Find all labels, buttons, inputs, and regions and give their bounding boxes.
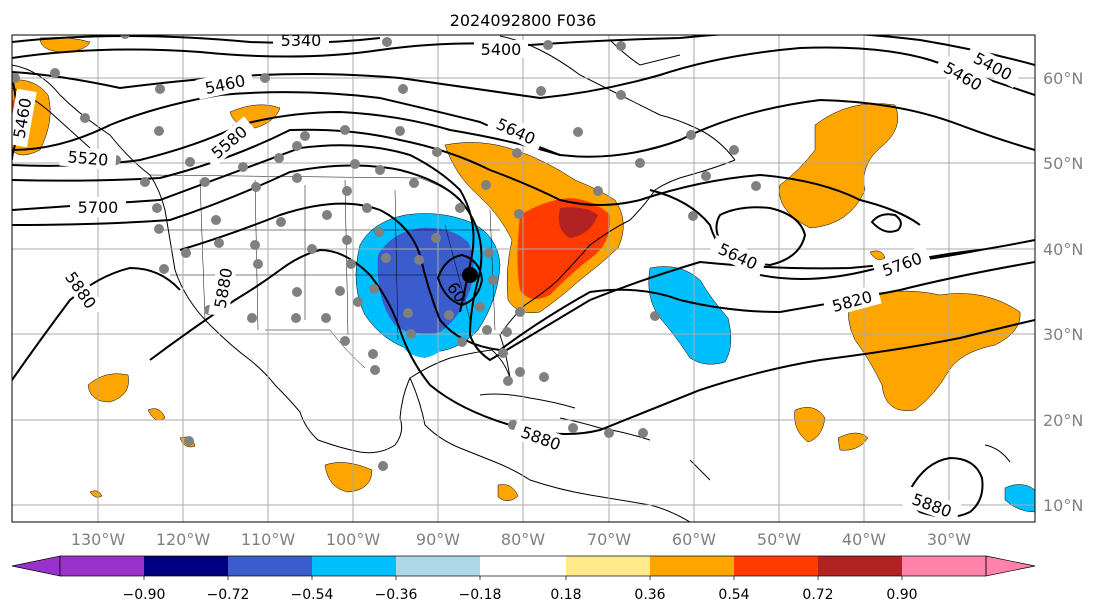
lon-label: 100°W [326,530,381,549]
lat-label: 60°N [1043,69,1083,88]
lon-label: 80°W [501,530,545,549]
lon-label: 90°W [416,530,460,549]
colorbar: −0.90 −0.72 −0.54 −0.36 −0.18 0.18 0.36 … [11,555,1036,603]
atlantic-warm-small-3 [869,250,886,260]
lon-label: 50°W [757,530,801,549]
lon-label: 130°W [71,530,126,549]
colorbar-tick-label: 0.54 [718,587,749,603]
contour-5340 [12,35,381,44]
colorbar-segment [60,556,144,576]
colorbar-underflow-arrow [11,555,61,577]
map-panel: 5340 5400 5400 5460 5460 5460 5520 5580 … [10,31,1035,522]
colorbar-tick-label: 0.18 [550,587,581,603]
contour-5640 [12,128,921,226]
mexico-warm-patch [324,462,373,493]
lat-label: 30°N [1043,325,1083,344]
map-title: 2024092800 F036 [450,11,597,30]
colorbar-segment [144,556,228,576]
contour-5460 [12,46,1035,100]
colorbar-tick-label: 0.36 [634,587,665,603]
pacific-warm-small-1 [147,408,166,421]
warm-anomaly-core [558,207,598,238]
contour-5880-pacific [12,266,181,381]
atlantic-warm-small-1 [794,407,826,443]
station-markers [12,35,761,471]
lat-label: 20°N [1043,411,1083,430]
lon-label: 40°W [842,530,886,549]
colorbar-segment [480,556,566,576]
lon-label: 120°W [156,530,211,549]
lat-label: 10°N [1043,496,1083,515]
colorbar-tick-label: −0.54 [291,587,334,603]
colorbar-segment [650,556,734,576]
contour-label: 5340 [281,31,322,50]
contour-label: 5460 [10,96,36,139]
caribbean-warm-patch [497,484,519,501]
contour-5880 [149,248,1035,435]
cool-anomaly-south [400,333,446,358]
colorbar-segment [228,556,312,576]
lon-label: 70°W [587,530,631,549]
low-center-marker [462,267,478,283]
longitude-labels: 130°W 120°W 110°W 100°W 90°W 80°W 70°W 6… [71,530,971,549]
colorbar-segment [734,556,818,576]
lon-label: 60°W [672,530,716,549]
lat-label: 40°N [1043,240,1083,259]
atlantic-warm-small-2 [837,432,869,451]
colorbar-segment [396,556,480,576]
colorbar-tick-label: 0.90 [886,587,917,603]
colorbar-segment [312,556,396,576]
colorbar-tick-label: −0.90 [123,587,166,603]
atlantic-warm-north [779,103,899,229]
contour-label: 5520 [67,147,109,169]
colorbar-segment [902,556,986,576]
colorbar-tick-label: 0.72 [802,587,833,603]
colorbar-segment [818,556,902,576]
contour-5400 [12,35,1035,66]
colorbar-tick-label: −0.72 [207,587,250,603]
lon-label: 110°W [241,530,296,549]
contour-5700 [12,144,475,313]
contour-low-inner [436,253,484,307]
atlantic-cool-patch [648,266,732,365]
map-frame [11,34,1036,523]
colorbar-segment [566,556,650,576]
colorbar-tick-label: −0.36 [375,587,418,603]
lon-label: 30°W [927,530,971,549]
contour-label: 5400 [481,40,522,59]
contour-label: 5700 [78,198,119,217]
cool-anomaly-inner [377,227,474,335]
contour-atlantic-ring [870,213,902,233]
colorbar-tick-label: −0.18 [459,587,502,603]
small-warm-dot [89,490,103,498]
colorbar-overflow-arrow [985,555,1036,577]
latitude-labels: 60°N 50°N 40°N 30°N 20°N 10°N [1043,69,1083,515]
lat-label: 50°N [1043,154,1083,173]
